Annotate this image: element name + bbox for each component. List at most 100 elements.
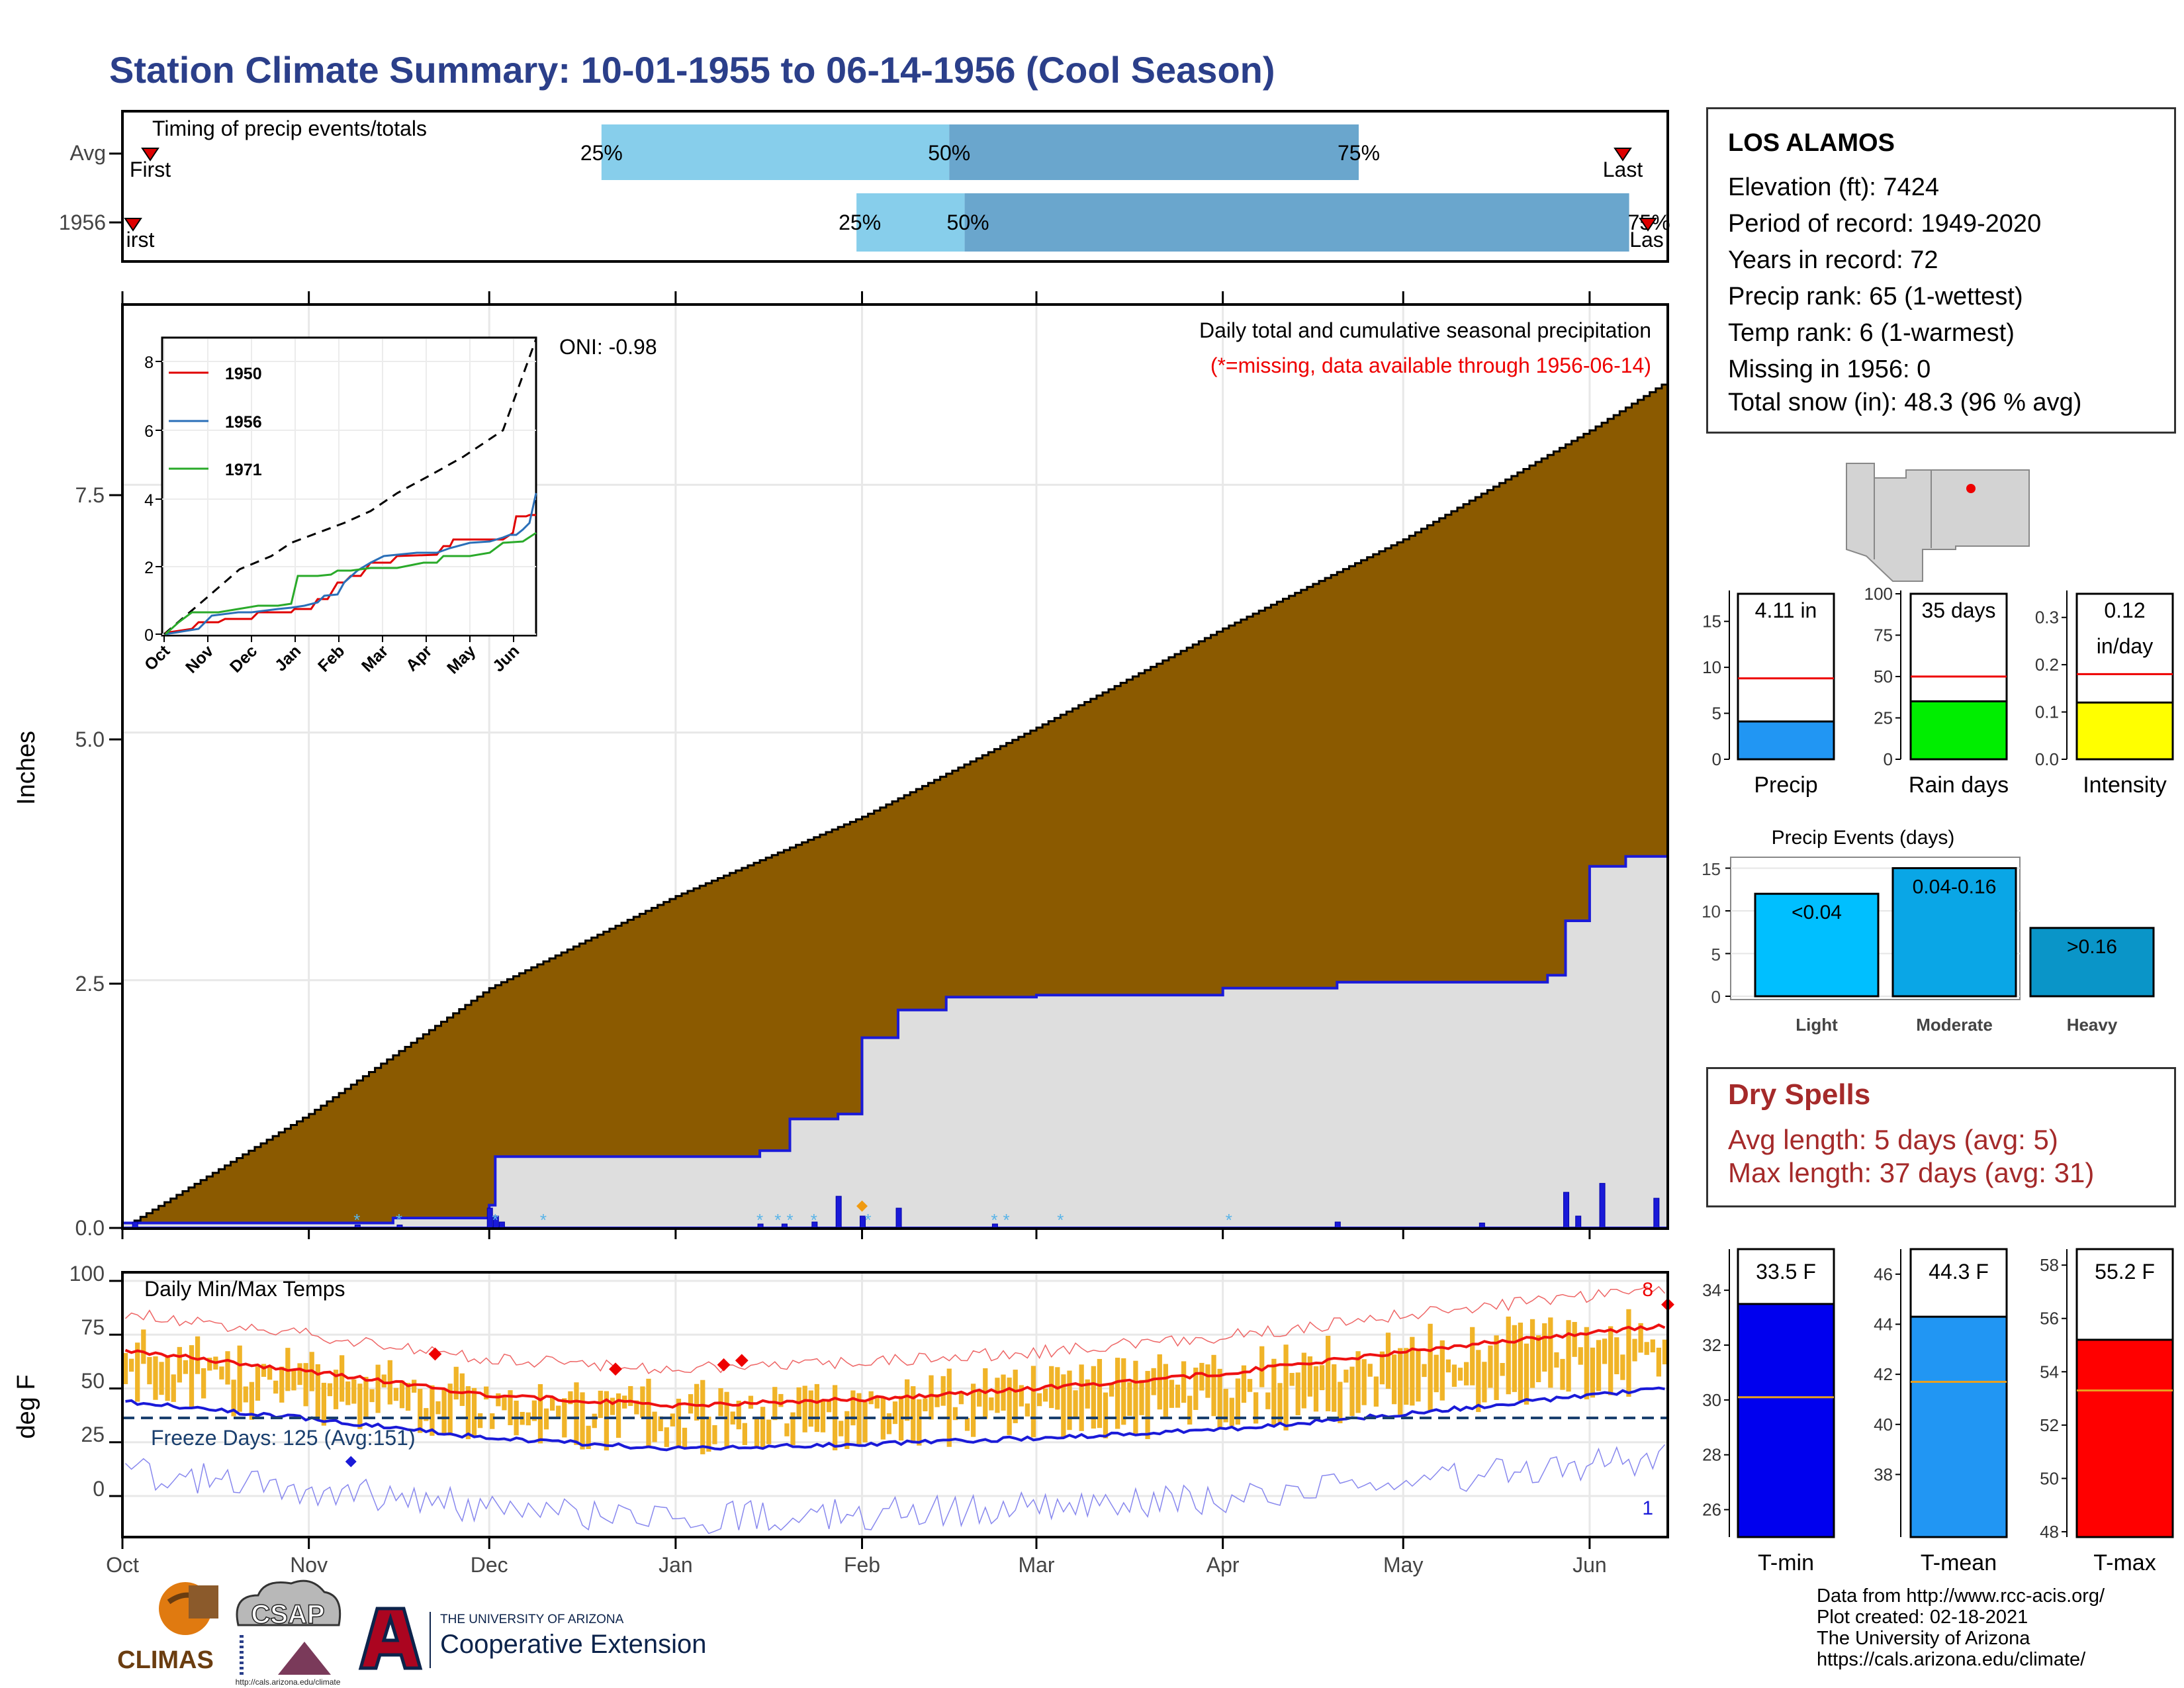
daily-precip-bar	[1563, 1192, 1570, 1229]
temp-gauge-value-label: 44.3 F	[1929, 1260, 1989, 1284]
gauge-ytick: 5	[1712, 704, 1721, 724]
average-min-line	[125, 1386, 1665, 1452]
daily-temp-bar	[1073, 1390, 1078, 1417]
daily-temp-bar	[291, 1370, 296, 1391]
daily-temp-bar	[742, 1423, 747, 1446]
daily-temp-bar	[369, 1389, 375, 1403]
temp-gauge-ytick: 56	[2040, 1309, 2059, 1329]
daily-temp-bar	[934, 1394, 940, 1407]
dry-spells-box: Dry Spells Avg length: 5 days (avg: 5) M…	[1706, 1067, 2176, 1207]
daily-temp-bar	[1289, 1373, 1295, 1386]
daily-temp-bar	[1013, 1370, 1018, 1423]
footer-credits: Data from http://www.rcc-acis.org/ Plot …	[1817, 1585, 2105, 1670]
daily-temp-bar	[970, 1383, 976, 1437]
record-low-marker	[345, 1456, 357, 1468]
snow-marker: *	[396, 1210, 402, 1230]
y1956-p50-label: 50%	[947, 211, 989, 234]
daily-temp-bar	[128, 1358, 134, 1372]
events-ytick: 10	[1702, 902, 1721, 921]
temp-gauge-t-min: 26 28 30 32 34 33.5 F T-min	[1702, 1248, 1835, 1575]
daily-temp-bar	[839, 1421, 844, 1436]
daily-temp-bar	[201, 1368, 206, 1399]
temp-gauge-ytick: 30	[1702, 1390, 1721, 1410]
daily-temp-bar	[1241, 1365, 1247, 1403]
snow-marker: *	[1057, 1210, 1064, 1230]
daily-temp-bar	[778, 1393, 784, 1407]
gauge-value-bar	[1737, 720, 1835, 761]
events-ytick: 5	[1711, 945, 1721, 964]
station-line: Years in record: 72	[1728, 246, 1938, 274]
avg-p25-label: 25%	[580, 141, 623, 165]
daily-temp-bar	[1271, 1358, 1277, 1427]
daily-temp-bar	[1313, 1366, 1319, 1412]
daily-temp-bar	[1620, 1354, 1625, 1380]
daily-temp-bar	[1332, 1364, 1337, 1412]
daily-temp-bar	[1091, 1366, 1096, 1429]
daily-temp-bar	[231, 1380, 236, 1417]
daily-temp-bar	[1596, 1340, 1602, 1391]
daily-precip-bar	[1599, 1183, 1606, 1229]
avg-p50-label: 50%	[928, 141, 970, 165]
daily-temp-bar	[1506, 1316, 1511, 1395]
daily-temp-bar	[1338, 1382, 1343, 1424]
daily-temp-bar	[508, 1390, 513, 1425]
daily-temp-bar	[171, 1374, 176, 1402]
y1956-first-label: irst	[126, 228, 155, 252]
daily-temp-bar	[1572, 1322, 1577, 1357]
gauge-intensity: 0.0 0.1 0.2 0.3 0.12 in/day Intensity	[2035, 590, 2174, 798]
daily-temp-bar	[1301, 1352, 1306, 1409]
climas-logo-text: CLIMAS	[117, 1646, 214, 1674]
daily-temp-bar	[183, 1360, 189, 1374]
temp-gauge-t-mean: 38 40 42 44 46 44.3 F T-mean	[1874, 1248, 2008, 1575]
daily-temp-bar	[1451, 1364, 1457, 1387]
daily-temp-bar	[537, 1383, 543, 1444]
gauge-ytick: 0.1	[2035, 702, 2059, 722]
temp-gauge-label: T-min	[1758, 1550, 1814, 1575]
inset-ytick: 8	[144, 353, 154, 372]
daily-temp-bar	[1223, 1389, 1228, 1423]
daily-temp-bar	[917, 1399, 922, 1446]
inset-ytick: 4	[144, 491, 154, 510]
temp-ytick: 50	[81, 1369, 105, 1393]
snow-marker: *	[786, 1210, 793, 1230]
daily-temp-bar	[1445, 1359, 1451, 1373]
daily-temp-bar	[1608, 1326, 1614, 1395]
temp-gauge-value-label: 55.2 F	[2095, 1260, 2155, 1284]
daily-temp-bar	[712, 1425, 717, 1444]
snow-marker: *	[811, 1210, 817, 1230]
daily-temp-bar	[856, 1393, 862, 1444]
daily-temp-bar	[465, 1386, 471, 1440]
daily-temp-bar	[995, 1378, 1000, 1413]
daily-temp-bar	[1428, 1323, 1433, 1411]
temp-gauge-t-max: 48 50 52 54 56 58 55.2 F T-max	[2040, 1248, 2174, 1575]
record-min-line	[124, 1444, 1666, 1534]
daily-temp-bar	[1602, 1338, 1608, 1364]
event-bar-label: >0.16	[2067, 936, 2117, 958]
daily-temp-bar	[159, 1362, 164, 1395]
temp-gauge-label: T-max	[2093, 1550, 2156, 1575]
daily-temp-bar	[273, 1380, 279, 1394]
footer-line: https://cals.arizona.edu/climate/	[1817, 1649, 2086, 1670]
month-tick-label: Jun	[1572, 1553, 1607, 1577]
daily-temp-bar	[447, 1383, 453, 1436]
precip-panel: * * * * * * * * * * * * * 0.0 2.5 5.0 7.5 Inches ONI…	[13, 291, 1669, 1240]
daily-temp-bar	[219, 1366, 224, 1380]
daily-temp-bar	[1355, 1351, 1361, 1413]
daily-temp-bar	[850, 1390, 856, 1426]
snow-marker: *	[1003, 1210, 1010, 1230]
event-bar-light	[1754, 892, 1880, 998]
y1956-p25-label: 25%	[839, 211, 881, 234]
temperature-panel: Daily Min/Max Temps Freeze Days: 125 (Av…	[13, 1262, 1674, 1577]
daily-temp-bar	[1518, 1323, 1524, 1401]
daily-temp-bar	[1482, 1362, 1487, 1403]
events-ytick: 15	[1702, 859, 1721, 879]
daily-temp-bar	[357, 1383, 363, 1429]
inset-legend-1956: 1956	[225, 413, 262, 432]
daily-temp-bar	[1361, 1359, 1367, 1405]
daily-temp-bar	[1662, 1339, 1668, 1365]
daily-temp-bar	[1385, 1333, 1391, 1389]
daily-temp-bar	[1578, 1347, 1583, 1365]
daily-temp-bar	[1085, 1379, 1090, 1409]
daily-temp-bar	[1650, 1339, 1655, 1352]
temp-gauge-ytick: 28	[1702, 1445, 1721, 1465]
